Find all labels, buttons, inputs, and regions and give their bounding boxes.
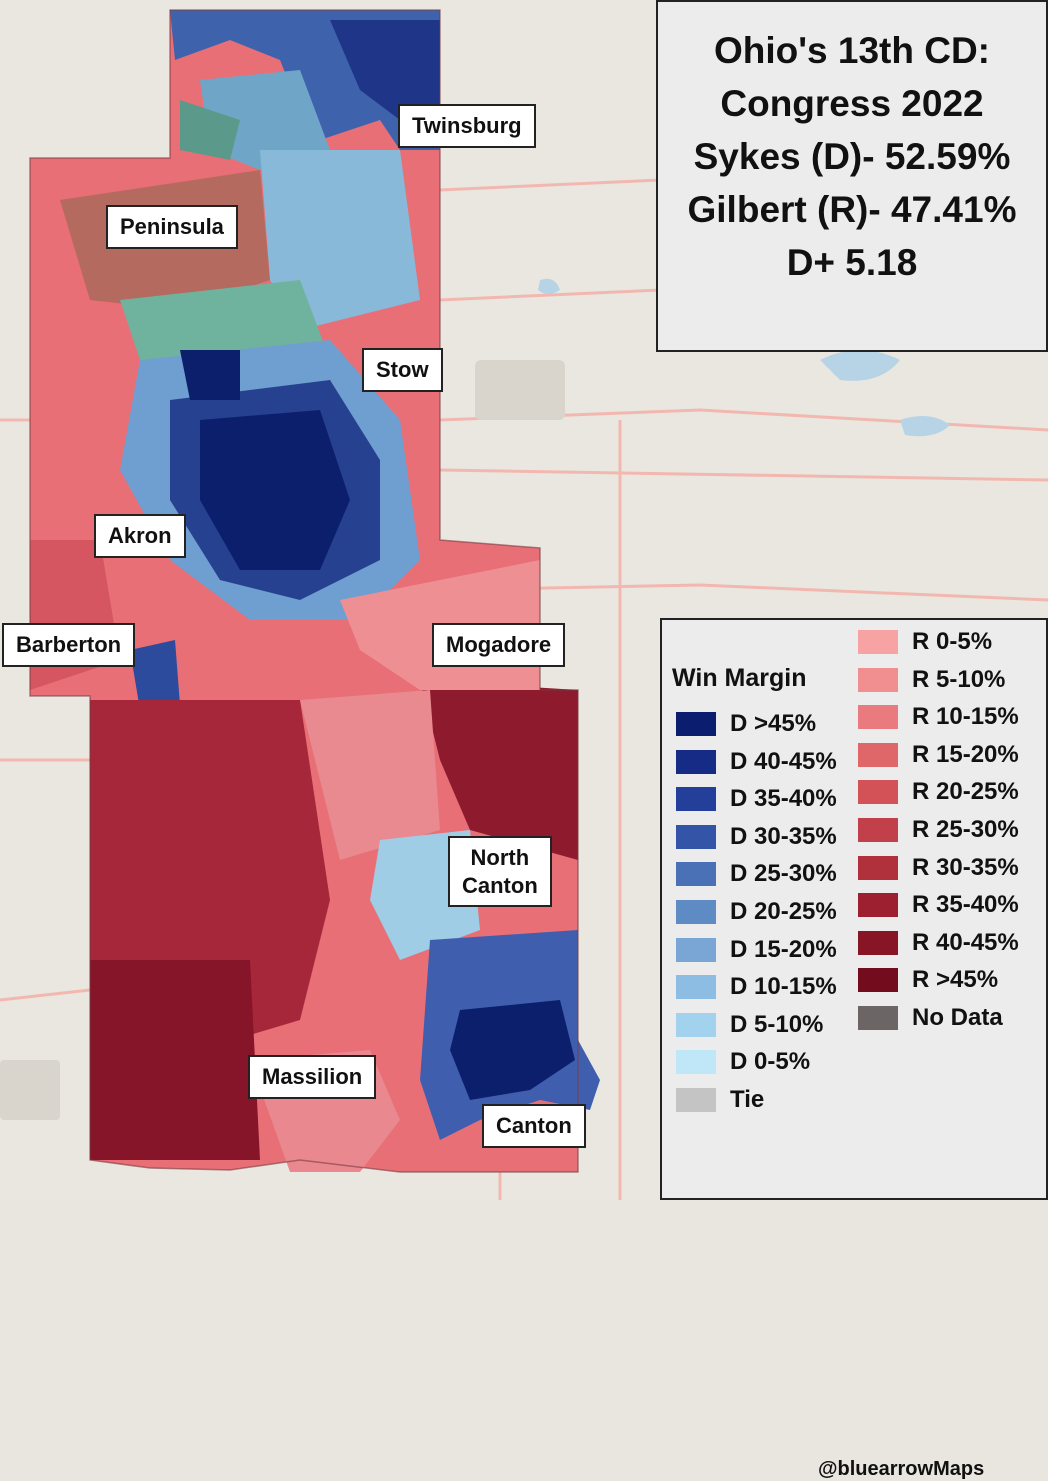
legend-label: D 20-25% xyxy=(730,898,837,925)
legend-swatch xyxy=(676,862,716,887)
north-canton-line-2: Canton xyxy=(462,872,538,898)
legend-item: D 10-15% xyxy=(676,969,837,1005)
legend-label: D >45% xyxy=(730,710,817,737)
legend-label: R 15-20% xyxy=(912,740,1019,768)
legend-label: R >45% xyxy=(912,966,999,994)
legend-label: R 40-45% xyxy=(912,928,1019,956)
legend-swatch xyxy=(676,749,716,774)
city-label-peninsula: Peninsula xyxy=(106,205,238,249)
legend-label: R 0-5% xyxy=(912,628,993,655)
city-label-stow: Stow xyxy=(362,348,443,392)
legend-swatch xyxy=(858,855,898,880)
legend-item: D 20-25% xyxy=(676,894,837,930)
legend-item: D 30-35% xyxy=(676,819,837,855)
title-line-4: Gilbert (R)- 47.41% xyxy=(687,189,1017,230)
legend-swatch xyxy=(858,968,898,993)
legend-swatch xyxy=(858,780,898,805)
district-regions xyxy=(30,10,600,1172)
legend-label: Tie xyxy=(730,1086,765,1113)
legend-item: R 10-15% xyxy=(858,699,1019,735)
legend-swatch xyxy=(676,787,716,812)
legend-swatch xyxy=(676,937,716,962)
legend-swatch xyxy=(858,667,898,692)
city-label-barberton: Barberton xyxy=(2,623,136,667)
legend-swatch xyxy=(676,712,716,736)
legend-item: R 20-25% xyxy=(858,774,1019,810)
city-label-canton: Canton xyxy=(482,1104,586,1148)
legend-item: D 35-40% xyxy=(676,781,837,817)
legend-item: R 25-30% xyxy=(858,812,1019,848)
legend-swatch xyxy=(858,630,898,654)
legend-label: R 10-15% xyxy=(912,703,1019,731)
legend-swatch xyxy=(858,705,898,730)
city-label-massilion: Massilion xyxy=(248,1055,377,1099)
legend-label: R 5-10% xyxy=(912,665,1006,693)
title-line-3: Sykes (D)- 52.59% xyxy=(693,136,1011,177)
legend-item: D 25-30% xyxy=(676,856,837,892)
legend-item: R 0-5% xyxy=(858,624,992,660)
title-line-1: Ohio's 13th CD: xyxy=(713,30,991,71)
legend-item: D 0-5% xyxy=(676,1044,810,1080)
legend-label: R 20-25% xyxy=(912,778,1019,806)
legend-label: D 25-30% xyxy=(730,860,837,888)
legend-label: D 0-5% xyxy=(730,1048,811,1076)
legend-label: D 40-45% xyxy=(730,747,837,775)
legend-label: D 10-15% xyxy=(730,973,837,1001)
legend-swatch xyxy=(858,1006,898,1030)
legend-label: R 35-40% xyxy=(912,891,1019,919)
legend-item: No Data xyxy=(858,1000,1003,1036)
legend-label: R 30-35% xyxy=(912,853,1019,881)
legend-label: D 35-40% xyxy=(730,785,837,813)
legend-item: R 35-40% xyxy=(858,887,1019,923)
legend-label: R 25-30% xyxy=(912,816,1019,843)
legend-box: Win Margin D >45% D 40-45% D 35-40% D 30-35… xyxy=(660,618,1048,1480)
legend-item: D 40-45% xyxy=(676,744,837,780)
legend-swatch xyxy=(858,818,898,842)
legend-swatch xyxy=(858,742,898,767)
legend-label: D 5-10% xyxy=(730,1010,824,1038)
legend-item: R 15-20% xyxy=(858,737,1019,773)
legend-swatch xyxy=(676,1012,716,1037)
district-outline xyxy=(29,9,579,1173)
legend-item: R 5-10% xyxy=(858,662,1005,698)
legend-swatch xyxy=(858,893,898,918)
legend-swatch xyxy=(676,824,716,849)
north-canton-line-1: North xyxy=(470,845,530,870)
city-label-mogadore: Mogadore xyxy=(432,623,566,667)
legend-item: D 15-20% xyxy=(676,932,837,968)
legend-item: R 30-35% xyxy=(858,850,1019,886)
legend-swatch xyxy=(676,900,716,924)
legend-label: No Data xyxy=(912,1004,1003,1031)
title-line-2: Congress 2022 xyxy=(720,83,984,124)
city-label-twinsburg: Twinsburg xyxy=(398,104,536,148)
legend-title: Win Margin xyxy=(672,664,807,692)
legend-swatch xyxy=(676,975,716,1000)
legend-swatch xyxy=(676,1050,716,1075)
legend-item: D 5-10% xyxy=(676,1007,823,1043)
city-label-north-canton: North Canton xyxy=(448,836,552,907)
legend-label: D 15-20% xyxy=(730,935,837,963)
legend-item: Tie xyxy=(676,1082,764,1118)
legend-item: R 40-45% xyxy=(858,925,1019,961)
legend-item: D >45% xyxy=(676,706,816,742)
title-box: Ohio's 13th CD: Congress 2022 Sykes (D)-… xyxy=(656,0,1048,352)
title-line-5: D+ 5.18 xyxy=(786,242,918,283)
legend-label: D 30-35% xyxy=(730,822,837,850)
credit-text: @bluearrowMaps xyxy=(818,1458,985,1480)
city-label-akron: Akron xyxy=(94,514,186,558)
legend-item: R >45% xyxy=(858,962,998,998)
legend-swatch xyxy=(858,930,898,955)
legend-swatch xyxy=(676,1088,716,1112)
